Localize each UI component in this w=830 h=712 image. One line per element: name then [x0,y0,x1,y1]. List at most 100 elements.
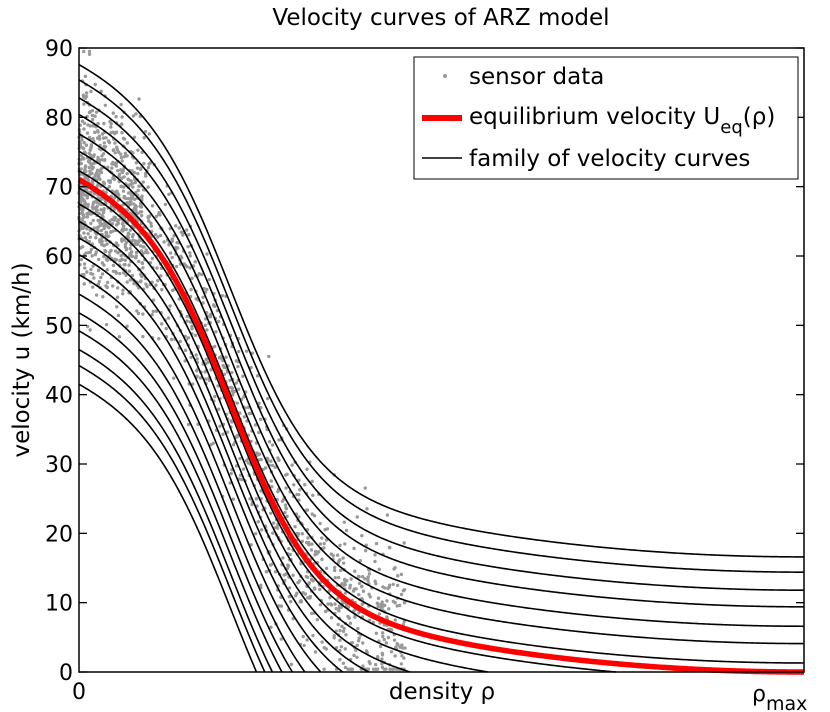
sensor-data-point [92,276,96,280]
sensor-data-point [124,227,128,232]
sensor-data-point [88,169,92,173]
sensor-data-point [357,581,362,586]
sensor-data-point [114,223,119,227]
sensor-data-point [283,503,288,507]
sensor-data-point [166,316,171,320]
sensor-data-point [90,117,95,122]
sensor-data-point [367,618,372,622]
sensor-data-point [178,339,182,344]
sensor-data-point [333,602,337,606]
sensor-data-point [270,443,275,447]
sensor-data-point [113,257,117,261]
sensor-data-point [127,263,131,267]
sensor-data-point [120,159,124,163]
sensor-data-point [139,213,144,218]
sensor-data-point [85,194,90,199]
sensor-data-point [374,631,379,635]
sensor-data-point [285,514,289,518]
sensor-data-point [169,337,174,342]
sensor-data-point [160,322,164,326]
chart-title: Velocity curves of ARZ model [272,5,609,31]
sensor-data-point [89,221,93,226]
sensor-data-point [149,224,154,228]
sensor-data-point [257,430,261,435]
sensor-data-point [82,49,86,54]
sensor-data-point [201,295,205,299]
sensor-data-point [366,579,370,583]
sensor-data-point [195,374,199,378]
sensor-data-point [241,374,245,378]
sensor-data-point [102,254,106,259]
sensor-data-point [80,138,84,142]
sensor-data-point [123,245,128,249]
sensor-data-point [365,507,369,511]
sensor-data-point [104,136,108,140]
sensor-data-point [289,599,293,604]
sensor-data-point [322,667,326,671]
sensor-data-point [392,638,397,642]
sensor-data-point [257,401,261,405]
sensor-data-point [124,273,128,277]
sensor-data-point [301,634,305,639]
sensor-data-point [85,227,89,231]
sensor-data-point [97,173,101,177]
velocity-curve-family [78,63,804,673]
sensor-data-point [130,169,134,173]
sensor-data-point [288,552,292,557]
sensor-data-point [109,125,113,129]
sensor-data-point [97,279,102,284]
velocity-curve [78,383,258,673]
sensor-data-point [277,438,281,442]
sensor-data-point [83,235,88,240]
sensor-data-point [236,364,240,369]
sensor-data-point [324,566,329,571]
sensor-data-point [102,121,106,126]
sensor-data-point [132,135,137,140]
sensor-data-point [104,249,108,254]
sensor-data-point [230,370,234,375]
sensor-data-point [90,167,94,171]
sensor-data-point [99,167,103,171]
sensor-data-point [81,146,86,151]
sensor-data-point [81,93,86,97]
sensor-data-point [259,489,263,493]
sensor-data-point [269,479,273,483]
sensor-data-point [301,591,305,595]
sensor-data-point [89,89,93,94]
sensor-data-point [164,326,168,331]
sensor-data-point [193,260,197,264]
sensor-data-point [141,312,145,316]
sensor-data-point [289,662,294,667]
sensor-data-point [287,594,292,599]
sensor-data-point [402,588,407,592]
sensor-data-point [402,601,407,605]
sensor-data-point [111,263,116,268]
sensor-data-point [363,486,367,490]
sensor-data-point [315,617,320,622]
sensor-data-point [117,335,122,339]
sensor-data-point [279,604,284,608]
sensor-data-point [312,586,317,590]
sensor-data-point [402,656,406,660]
y-tick-label: 30 [45,453,73,478]
sensor-data-point [355,643,359,648]
sensor-data-point [313,650,318,654]
sensor-data-point [374,541,379,546]
sensor-data-point [395,583,400,588]
sensor-data-point [382,603,387,608]
sensor-data-point [126,196,131,201]
sensor-data-point [136,148,140,152]
sensor-data-point [111,284,115,288]
sensor-data-point [147,162,151,166]
sensor-data-point [120,130,124,135]
sensor-data-point [122,238,126,242]
sensor-data-point [96,121,100,126]
sensor-data-point [87,52,92,56]
sensor-data-point [300,539,305,544]
sensor-data-point [120,115,124,119]
sensor-data-point [118,168,123,172]
equilibrium-curve [77,177,805,675]
sensor-data-point [126,191,131,195]
sensor-data-point [338,628,342,633]
sensor-data-point [367,592,371,597]
